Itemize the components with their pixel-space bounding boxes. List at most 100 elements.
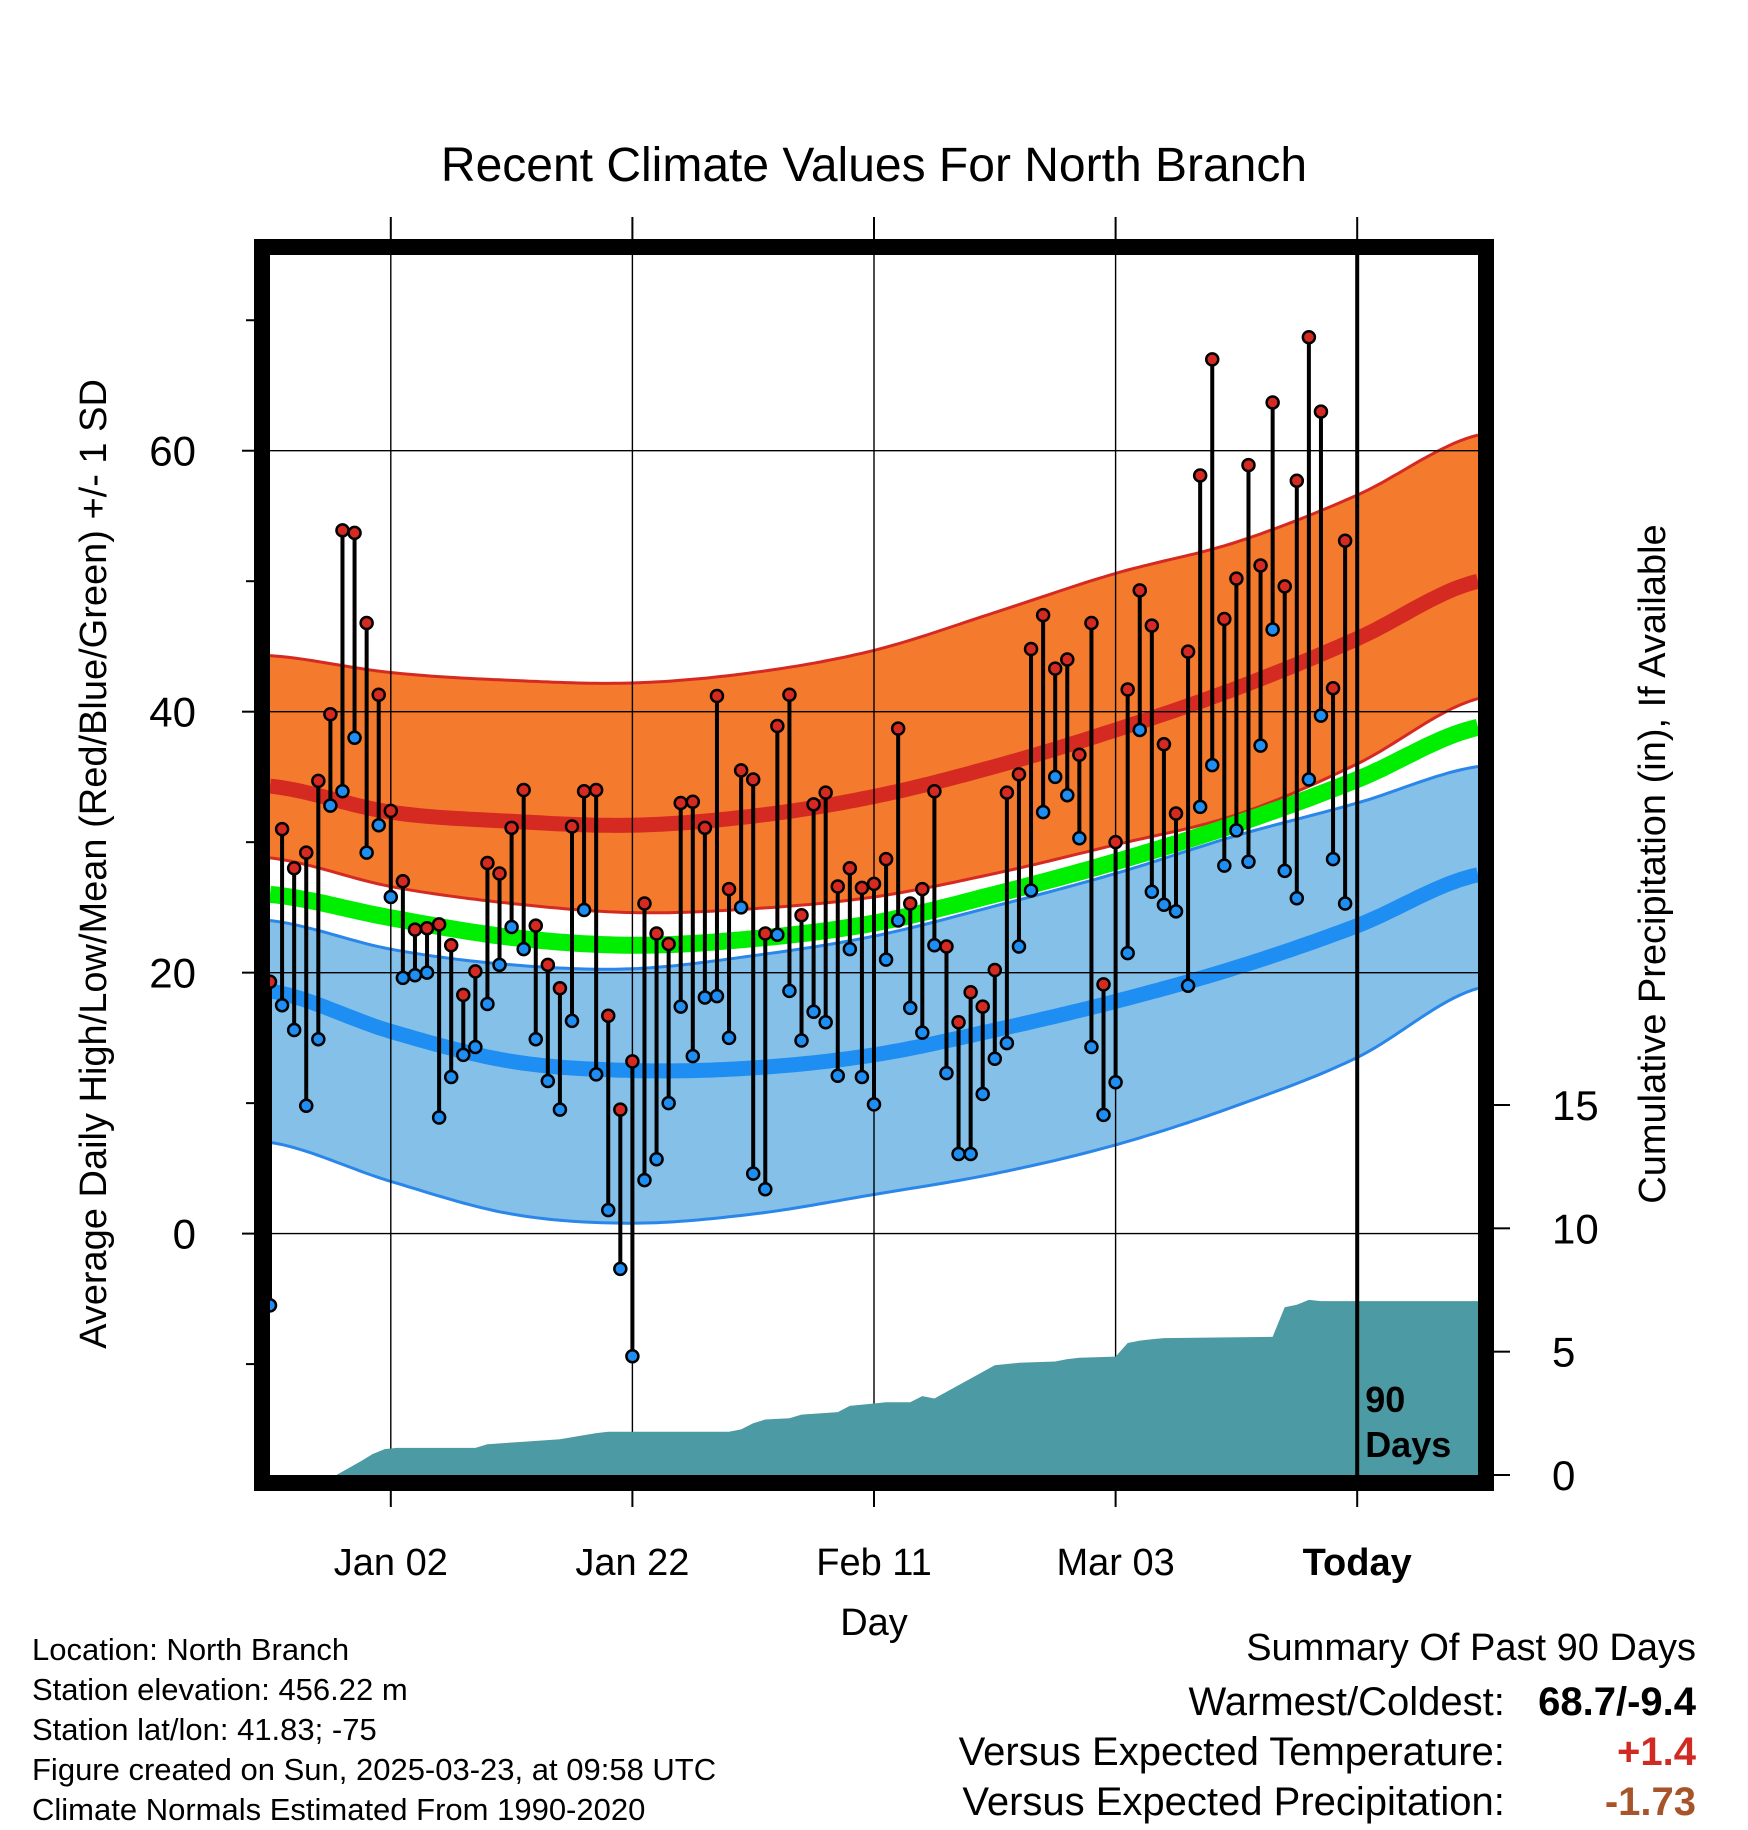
daily-high-point <box>758 926 773 941</box>
daily-low-point <box>1337 896 1353 911</box>
daily-low-point <box>1144 884 1160 899</box>
daily-low-point <box>890 913 906 928</box>
created-text: Figure created on Sun, 2025-03-23, at 09… <box>32 1752 717 1787</box>
daily-high-point <box>1289 473 1305 488</box>
daily-high-point <box>782 687 797 702</box>
daily-low-point <box>311 1031 326 1047</box>
daily-low-point <box>1108 1075 1123 1090</box>
daily-low-point <box>1192 799 1208 815</box>
temp-value: +1.4 <box>1617 1730 1696 1774</box>
daily-high-point <box>1204 352 1220 367</box>
daily-high-point <box>540 957 556 973</box>
y-left-tick-label: 40 <box>149 689 196 736</box>
daily-high-point <box>999 785 1015 800</box>
daily-high-point <box>419 921 435 936</box>
daily-high-point <box>745 772 761 787</box>
daily-high-point <box>286 861 302 876</box>
daily-high-point <box>733 763 749 778</box>
daily-low-point <box>1096 1107 1111 1123</box>
daily-high-point <box>890 721 906 736</box>
daily-high-point <box>395 874 411 889</box>
daily-high-point <box>1096 977 1111 992</box>
daily-low-point <box>286 1022 302 1038</box>
daily-low-point <box>745 1166 761 1181</box>
daily-high-point <box>576 784 592 799</box>
daily-high-point <box>600 1008 616 1023</box>
daily-low-point <box>270 1298 278 1313</box>
daily-high-point <box>335 523 350 538</box>
daily-low-point <box>407 968 423 983</box>
daily-high-point <box>1011 767 1027 782</box>
daily-low-point <box>733 900 749 915</box>
daily-low-point <box>504 919 519 935</box>
daily-high-point <box>721 881 737 897</box>
daily-high-point <box>1229 571 1244 586</box>
daily-high-point <box>564 819 580 834</box>
daily-low-point <box>625 1349 640 1364</box>
daily-low-point <box>854 1069 870 1085</box>
daily-high-point <box>987 962 1003 978</box>
daily-high-point <box>371 687 386 702</box>
daily-high-point <box>552 981 568 996</box>
daily-low-point <box>721 1030 737 1046</box>
daily-high-point <box>323 707 338 722</box>
daily-high-point <box>274 821 290 837</box>
daily-low-point <box>600 1202 616 1218</box>
summary-heading: Summary Of Past 90 Days <box>1246 1627 1696 1669</box>
daily-low-point <box>613 1261 628 1277</box>
daily-high-point <box>347 525 362 541</box>
location-text: Location: North Branch <box>32 1632 350 1667</box>
daily-low-point <box>323 798 338 813</box>
daily-low-point <box>1217 858 1232 873</box>
y-right-tick-label: 15 <box>1552 1082 1599 1129</box>
daily-high-point <box>1277 579 1292 594</box>
precip-row: Versus Expected Precipitation: -1.73 <box>959 1777 1696 1827</box>
daily-low-point <box>1156 897 1172 913</box>
daily-high-point <box>1217 611 1232 627</box>
daily-low-point <box>709 988 725 1004</box>
x-tick-label: Jan 02 <box>334 1542 448 1584</box>
daily-low-point <box>866 1097 882 1112</box>
daily-high-point <box>1313 404 1329 419</box>
daily-high-point <box>456 987 471 1003</box>
daily-low-point <box>492 957 507 973</box>
daily-high-point <box>1047 661 1063 676</box>
daily-high-point <box>407 922 423 937</box>
daily-low-point <box>540 1073 556 1089</box>
daily-high-point <box>1132 583 1148 598</box>
daily-high-point <box>951 1014 966 1030</box>
daily-low-point <box>782 983 797 999</box>
y-left-tick-label: 20 <box>149 950 196 997</box>
daily-low-point <box>927 937 942 953</box>
daily-low-point <box>1132 722 1148 738</box>
daily-high-point <box>1144 618 1160 633</box>
daily-high-point <box>1023 641 1039 657</box>
daily-low-point <box>1301 772 1317 787</box>
daily-low-point <box>335 784 350 799</box>
daily-high-point <box>770 718 785 734</box>
daily-high-point <box>359 615 374 631</box>
latlon-text: Station lat/lon: 41.83; -75 <box>32 1712 377 1747</box>
daily-high-point <box>830 879 846 894</box>
daily-high-point <box>270 974 278 990</box>
daily-low-point <box>274 998 290 1013</box>
daily-high-point <box>1301 329 1317 345</box>
daily-low-point <box>1229 823 1244 838</box>
daily-low-point <box>1011 939 1027 954</box>
x-axis-label: Day <box>840 1602 908 1644</box>
daily-low-point <box>528 1031 544 1047</box>
daily-low-point <box>1060 787 1075 803</box>
x-tick-label: Mar 03 <box>1056 1542 1174 1584</box>
daily-low-point <box>758 1181 773 1197</box>
daily-low-point <box>1289 891 1305 906</box>
daily-high-point <box>528 918 544 933</box>
daily-low-point <box>770 927 785 943</box>
daily-high-point <box>806 797 821 812</box>
daily-low-point <box>359 845 374 860</box>
daily-high-point <box>1120 682 1135 697</box>
y-right-tick-label: 5 <box>1552 1329 1575 1376</box>
daily-low-point <box>673 999 688 1014</box>
daily-low-point <box>987 1051 1003 1067</box>
